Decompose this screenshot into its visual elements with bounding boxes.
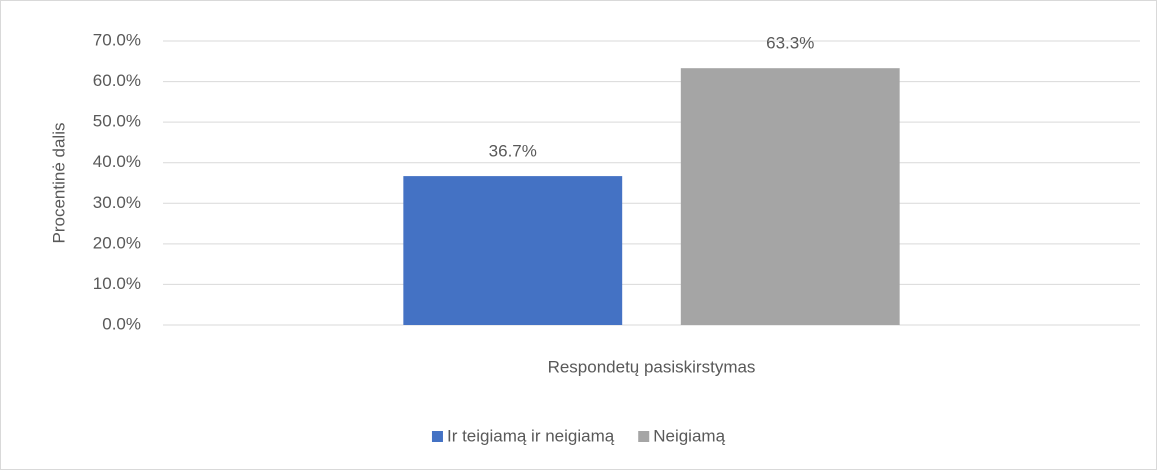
data-label: 36.7% — [489, 142, 537, 161]
data-label: 63.3% — [766, 34, 814, 53]
legend-swatch — [638, 431, 650, 442]
x-tick-label: Respondetų pasiskirstymas — [548, 357, 756, 376]
bar — [403, 176, 623, 325]
y-tick-label: 10.0% — [93, 274, 141, 293]
bar — [680, 68, 900, 325]
y-tick-label: 70.0% — [93, 30, 141, 49]
y-tick-label: 50.0% — [93, 112, 141, 131]
y-tick-label: 0.0% — [102, 314, 141, 333]
legend-label: Neigiamą — [653, 426, 725, 445]
y-tick-label: 30.0% — [93, 193, 141, 212]
y-tick-label: 40.0% — [93, 152, 141, 171]
y-tick-label: 20.0% — [93, 233, 141, 252]
legend-swatch — [431, 431, 443, 442]
y-axis-label: Procentinė dalis — [49, 123, 68, 244]
legend-label: Ir teigiamą ir neigiamą — [447, 426, 615, 445]
y-tick-label: 60.0% — [93, 71, 141, 90]
